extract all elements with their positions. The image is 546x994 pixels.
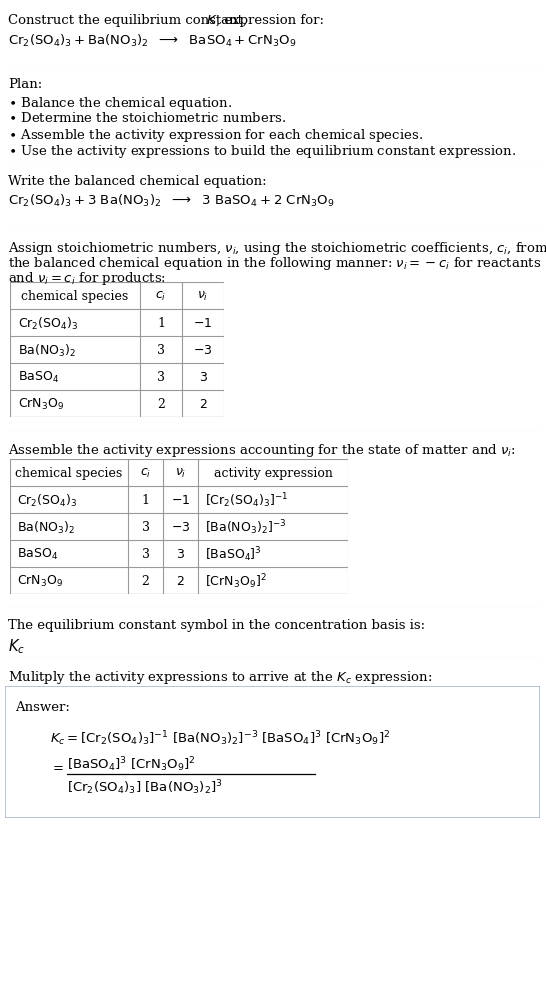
Text: chemical species: chemical species — [15, 466, 123, 479]
Text: Assemble the activity expressions accounting for the state of matter and $\nu_i$: Assemble the activity expressions accoun… — [8, 441, 516, 458]
Text: $-1$: $-1$ — [193, 317, 212, 330]
Text: 2: 2 — [157, 398, 165, 411]
Text: $K$: $K$ — [206, 14, 217, 27]
Text: $-3$: $-3$ — [171, 521, 190, 534]
Text: 1: 1 — [157, 317, 165, 330]
Text: $\mathrm{Cr_2(SO_4)_3 + Ba(NO_3)_2}$  $\longrightarrow$  $\mathrm{BaSO_4 + CrN_3: $\mathrm{Cr_2(SO_4)_3 + Ba(NO_3)_2}$ $\l… — [8, 33, 296, 49]
Text: $\nu_i$: $\nu_i$ — [197, 289, 209, 303]
Text: 3: 3 — [157, 371, 165, 384]
Text: $\bullet$ Determine the stoichiometric numbers.: $\bullet$ Determine the stoichiometric n… — [8, 111, 286, 125]
Text: activity expression: activity expression — [213, 466, 333, 479]
Text: 3: 3 — [141, 548, 150, 561]
Text: $\mathrm{CrN_3O_9}$: $\mathrm{CrN_3O_9}$ — [18, 397, 64, 412]
Text: the balanced chemical equation in the following manner: $\nu_i = -c_i$ for react: the balanced chemical equation in the fo… — [8, 254, 541, 271]
Text: $[\mathrm{CrN_3O_9}]^{2}$: $[\mathrm{CrN_3O_9}]^{2}$ — [205, 572, 266, 590]
Text: Mulitply the activity expressions to arrive at the $K_c$ expression:: Mulitply the activity expressions to arr… — [8, 668, 432, 685]
Text: Assign stoichiometric numbers, $\nu_i$, using the stoichiometric coefficients, $: Assign stoichiometric numbers, $\nu_i$, … — [8, 240, 546, 256]
Text: $=$: $=$ — [50, 759, 64, 772]
Text: Write the balanced chemical equation:: Write the balanced chemical equation: — [8, 175, 266, 188]
Text: $-1$: $-1$ — [171, 493, 190, 507]
Text: $3$: $3$ — [176, 548, 185, 561]
Text: $\mathrm{Ba(NO_3)_2}$: $\mathrm{Ba(NO_3)_2}$ — [17, 519, 75, 535]
Text: $\mathrm{BaSO_4}$: $\mathrm{BaSO_4}$ — [17, 547, 58, 562]
Text: $\bullet$ Balance the chemical equation.: $\bullet$ Balance the chemical equation. — [8, 94, 233, 112]
Text: $[\mathrm{BaSO_4}]^{3}\ [\mathrm{CrN_3O_9}]^{2}$: $[\mathrm{BaSO_4}]^{3}\ [\mathrm{CrN_3O_… — [67, 754, 195, 773]
Text: $-3$: $-3$ — [193, 344, 213, 357]
Text: $2$: $2$ — [176, 575, 185, 587]
Text: 3: 3 — [157, 344, 165, 357]
Text: 2: 2 — [141, 575, 150, 587]
Text: 3: 3 — [141, 521, 150, 534]
Text: $3$: $3$ — [199, 371, 207, 384]
Text: $\mathrm{BaSO_4}$: $\mathrm{BaSO_4}$ — [18, 370, 59, 385]
Text: chemical species: chemical species — [21, 289, 129, 303]
Text: and $\nu_i = c_i$ for products:: and $\nu_i = c_i$ for products: — [8, 269, 166, 286]
Text: $2$: $2$ — [199, 398, 207, 411]
Text: $K_c = [\mathrm{Cr_2(SO_4)_3}]^{-1}\ [\mathrm{Ba(NO_3)_2}]^{-3}\ [\mathrm{BaSO_4: $K_c = [\mathrm{Cr_2(SO_4)_3}]^{-1}\ [\m… — [50, 729, 390, 746]
Text: $\bullet$ Assemble the activity expression for each chemical species.: $\bullet$ Assemble the activity expressi… — [8, 127, 423, 144]
Text: Construct the equilibrium constant,: Construct the equilibrium constant, — [8, 14, 251, 27]
Text: $K_c$: $K_c$ — [8, 636, 25, 655]
Text: Plan:: Plan: — [8, 78, 42, 90]
Text: , expression for:: , expression for: — [216, 14, 324, 27]
Text: Answer:: Answer: — [15, 701, 70, 714]
Text: $\mathrm{Cr_2(SO_4)_3 + 3\ Ba(NO_3)_2}$  $\longrightarrow$  $\mathrm{3\ BaSO_4 +: $\mathrm{Cr_2(SO_4)_3 + 3\ Ba(NO_3)_2}$ … — [8, 193, 335, 209]
Text: $\mathrm{Cr_2(SO_4)_3}$: $\mathrm{Cr_2(SO_4)_3}$ — [18, 315, 79, 331]
Text: $\mathrm{Ba(NO_3)_2}$: $\mathrm{Ba(NO_3)_2}$ — [18, 342, 76, 358]
Text: $\nu_i$: $\nu_i$ — [175, 466, 186, 479]
Text: $[\mathrm{Ba(NO_3)_2}]^{-3}$: $[\mathrm{Ba(NO_3)_2}]^{-3}$ — [205, 518, 286, 537]
Text: $[\mathrm{Cr_2(SO_4)_3}]\ [\mathrm{Ba(NO_3)_2}]^{3}$: $[\mathrm{Cr_2(SO_4)_3}]\ [\mathrm{Ba(NO… — [67, 777, 223, 796]
Text: $c_i$: $c_i$ — [140, 466, 151, 479]
Text: 1: 1 — [141, 493, 150, 507]
Text: $[\mathrm{Cr_2(SO_4)_3}]^{-1}$: $[\mathrm{Cr_2(SO_4)_3}]^{-1}$ — [205, 491, 288, 509]
Text: $\mathrm{CrN_3O_9}$: $\mathrm{CrN_3O_9}$ — [17, 574, 63, 588]
Text: $\mathrm{Cr_2(SO_4)_3}$: $\mathrm{Cr_2(SO_4)_3}$ — [17, 492, 78, 508]
Text: The equilibrium constant symbol in the concentration basis is:: The equilibrium constant symbol in the c… — [8, 618, 425, 631]
Text: $\bullet$ Use the activity expressions to build the equilibrium constant express: $\bullet$ Use the activity expressions t… — [8, 143, 517, 160]
Text: $c_i$: $c_i$ — [156, 289, 167, 303]
Text: $[\mathrm{BaSO_4}]^{3}$: $[\mathrm{BaSO_4}]^{3}$ — [205, 545, 262, 564]
